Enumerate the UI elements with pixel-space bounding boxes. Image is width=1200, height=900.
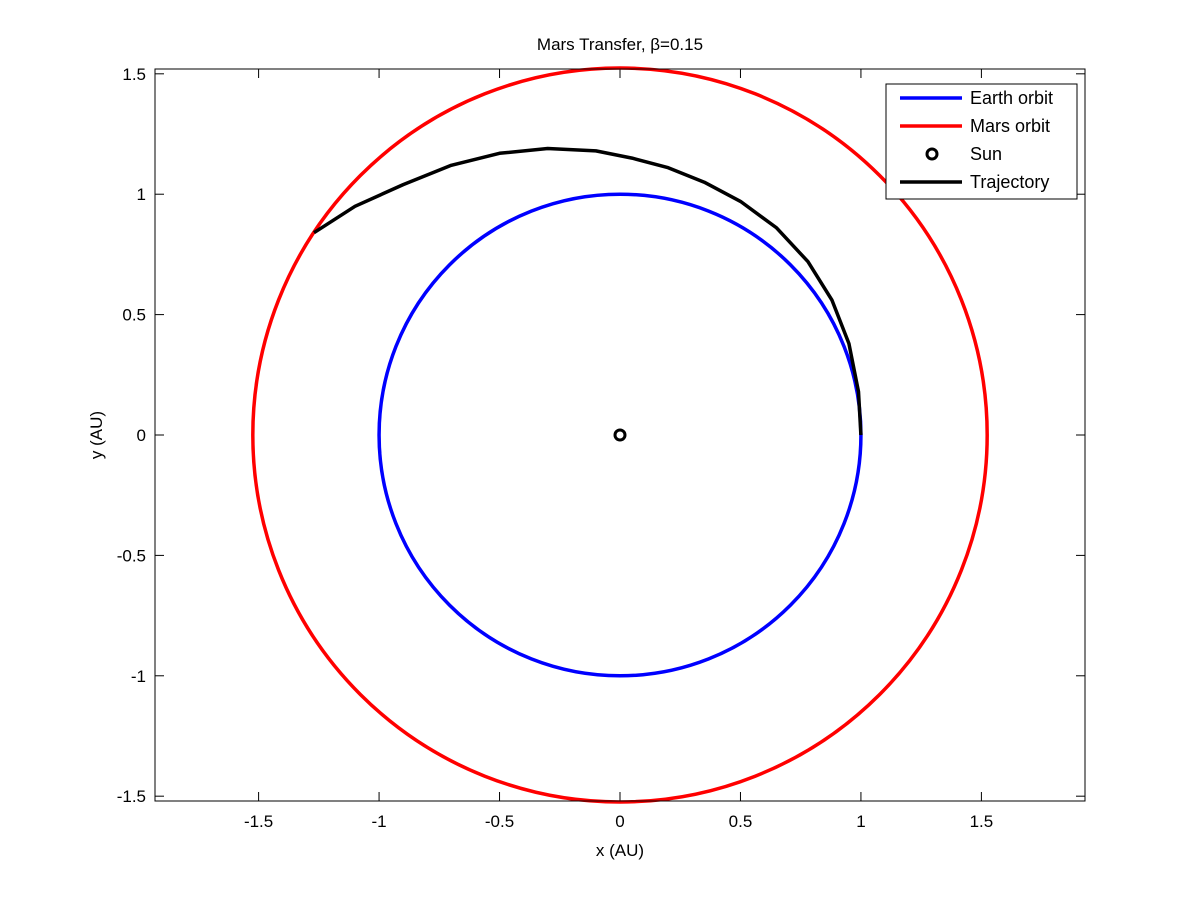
earth-orbit-line: [377, 192, 863, 678]
legend-label: Trajectory: [970, 172, 1049, 192]
x-tick-label: 0: [615, 812, 624, 831]
x-tick-label: -1.5: [244, 812, 273, 831]
mars-orbit-line: [251, 66, 989, 804]
y-tick-label: 0: [137, 426, 146, 445]
axes-box: [154, 68, 1086, 802]
legend-swatch: [925, 147, 939, 161]
x-tick-label: -0.5: [485, 812, 514, 831]
x-tick-label: -1: [372, 812, 387, 831]
x-tick-label: 1: [856, 812, 865, 831]
trajectory-line: [313, 146, 863, 436]
y-tick-label: -1: [131, 667, 146, 686]
x-tick-label: 0.5: [729, 812, 753, 831]
legend-box: [885, 83, 1078, 200]
series-layer: [251, 66, 989, 804]
legend-label: Earth orbit: [970, 88, 1053, 108]
legend: Earth orbit Mars orbit Sun Trajectory: [885, 83, 1078, 200]
y-tick-label: 1: [137, 185, 146, 204]
chart-title: Mars Transfer, β=0.15: [537, 35, 703, 54]
legend-label: Mars orbit: [970, 116, 1050, 136]
x-axis-label: x (AU): [596, 841, 644, 860]
y-tick-label: -0.5: [117, 546, 146, 565]
y-axis-label: y (AU): [87, 411, 106, 459]
legend-label: Sun: [970, 144, 1002, 164]
sun-marker: [613, 428, 627, 442]
y-tick-label: -1.5: [117, 787, 146, 806]
y-tick-label: 1.5: [122, 65, 146, 84]
axis-ticks: -1.5 -1 -0.5 0 0.5 1 1.5 -1.5 -1 -0.5 0 0.5 1 1.5: [117, 65, 1085, 831]
y-tick-label: 0.5: [122, 306, 146, 325]
x-tick-label: 1.5: [970, 812, 994, 831]
